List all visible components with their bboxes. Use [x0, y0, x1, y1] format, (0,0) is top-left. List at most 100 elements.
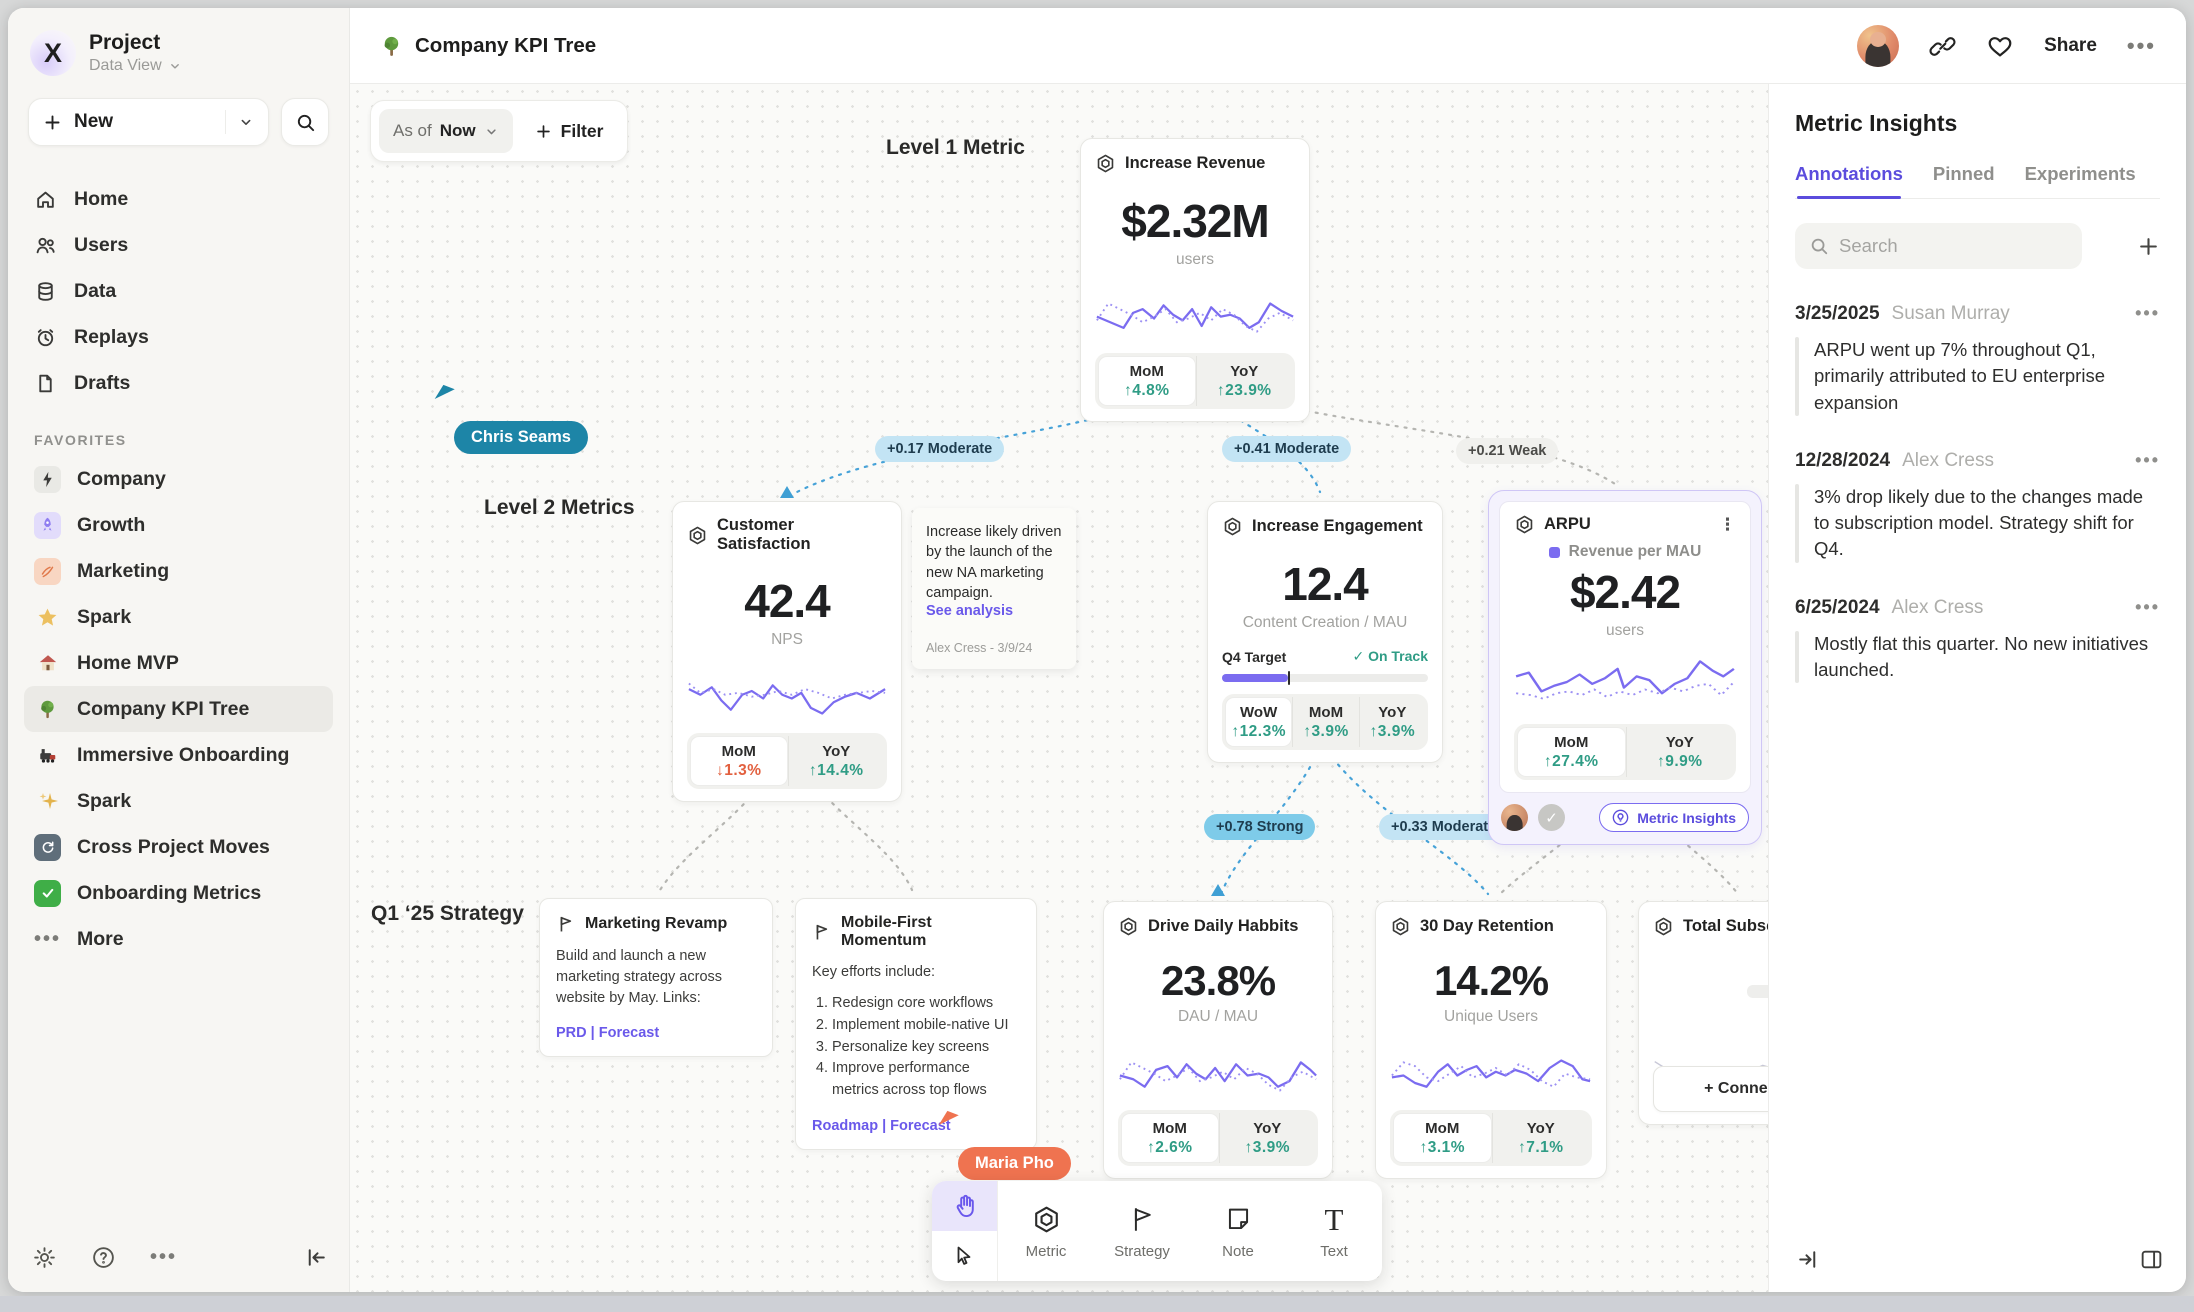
- metric-value: 23.8%: [1160, 957, 1276, 1004]
- sidebar-item-replays[interactable]: Replays: [24, 314, 333, 360]
- favorite-item-spark[interactable]: Spark: [24, 594, 333, 640]
- filter-button[interactable]: Filter: [519, 121, 620, 142]
- connect-data-button[interactable]: + Connect: [1653, 1066, 1768, 1112]
- strategy-row-label: Q1 ‘25 Strategy: [371, 902, 524, 925]
- database-icon: [38, 281, 53, 301]
- quote-bar: [1795, 630, 1799, 684]
- target-label: Q4 Target: [1222, 648, 1287, 665]
- project-subtitle[interactable]: Data View: [89, 57, 182, 75]
- note-tool-button[interactable]: Note: [1190, 1181, 1286, 1281]
- favorite-item-growth[interactable]: Growth: [24, 502, 333, 548]
- user-avatar[interactable]: [1857, 25, 1900, 67]
- metric-hexagon-icon: [1516, 515, 1533, 534]
- quote-bar: [1795, 337, 1799, 416]
- sidebar-item-users[interactable]: Users: [24, 222, 333, 268]
- star-icon: [34, 604, 61, 631]
- annotation-menu-icon[interactable]: •••: [2135, 303, 2160, 323]
- annotation-item[interactable]: 6/25/2024 Alex Cress ••• Mostly flat thi…: [1795, 597, 2160, 684]
- favorite-item-home-mvp[interactable]: Home MVP: [24, 640, 333, 686]
- sidebar-item-data[interactable]: Data: [24, 268, 333, 314]
- favorite-item-company-kpi-tree[interactable]: Company KPI Tree: [24, 686, 333, 732]
- copy-link-icon[interactable]: [1929, 33, 1956, 60]
- annotation-menu-icon[interactable]: •••: [2135, 596, 2160, 617]
- kpi-canvas[interactable]: As of Now Filter Level 1 Metric Level 2 …: [350, 84, 1768, 1292]
- collaborator-cursor-maria: Maria Pho: [936, 1106, 1071, 1180]
- more-options-icon[interactable]: •••: [150, 1246, 178, 1268]
- plus-icon: [45, 115, 60, 129]
- filter-funnel-icon[interactable]: [2098, 235, 2121, 258]
- project-switcher[interactable]: X Project Data View: [24, 28, 333, 76]
- help-icon[interactable]: [91, 1245, 116, 1270]
- share-button[interactable]: Share: [2044, 35, 2097, 56]
- metric-value: 12.4: [1282, 558, 1369, 610]
- note-icon: [1228, 1208, 1248, 1229]
- house-icon: [34, 650, 61, 677]
- favorite-item-immersive-onboarding[interactable]: Immersive Onboarding: [24, 732, 333, 778]
- see-analysis-link[interactable]: See analysis: [926, 603, 1014, 620]
- rocket-icon: [34, 511, 61, 539]
- metric-insights-button[interactable]: Metric Insights: [1599, 803, 1749, 832]
- favorite-heart-icon[interactable]: [1986, 32, 2014, 60]
- annotation-menu-icon[interactable]: •••: [2135, 449, 2160, 470]
- annotation-note-card[interactable]: Increase likely driven by the launch of …: [912, 508, 1076, 670]
- sidebar-item-home[interactable]: Home: [24, 176, 333, 222]
- metric-card-increase-revenue[interactable]: Increase Revenue $2.32M users MoM ↑4.8% Y…: [1080, 138, 1310, 422]
- new-button[interactable]: New: [28, 98, 269, 146]
- as-of-dropdown[interactable]: As of Now: [379, 109, 513, 153]
- favorite-item-cross-project-moves[interactable]: Cross Project Moves: [24, 824, 333, 870]
- target-progress-bar: [1222, 671, 1428, 685]
- on-track-status: ✓ On Track: [1352, 648, 1428, 664]
- sparkline-chart: [1391, 1059, 1591, 1088]
- card-menu-icon[interactable]: ⋮: [1719, 514, 1736, 534]
- select-tool-button[interactable]: [932, 1231, 997, 1281]
- sidebar: X Project Data View New Home: [8, 8, 350, 1292]
- metric-card-total-subscriptions[interactable]: Total Subscriptions + Connect: [1638, 901, 1768, 1125]
- favorite-item-spark-2[interactable]: Spark: [24, 778, 333, 824]
- tab-experiments[interactable]: Experiments: [2024, 163, 2136, 184]
- favorite-item-company[interactable]: Company: [24, 456, 333, 502]
- tab-annotations[interactable]: Annotations: [1795, 163, 1903, 199]
- strategy-links[interactable]: Roadmap | Forecast: [812, 1117, 951, 1134]
- metric-hexagon-icon: [1120, 917, 1137, 936]
- sidebar-more[interactable]: ••• More: [24, 916, 333, 962]
- stat-mom: MoM ↓1.3%: [690, 736, 788, 786]
- search-icon: [297, 114, 314, 131]
- stat-wow: WoW ↑12.3%: [1225, 697, 1293, 747]
- settings-gear-icon[interactable]: [32, 1245, 57, 1270]
- metric-card-arpu-selected[interactable]: ARPU ⋮ Revenue per MAU $2.42 users MoM ↑2…: [1488, 490, 1762, 845]
- check-icon: [34, 879, 61, 907]
- annotation-item[interactable]: 12/28/2024 Alex Cress ••• 3% drop likely…: [1795, 450, 2160, 563]
- metric-stats: MoM ↑2.6% YoY ↑3.9%: [1118, 1110, 1318, 1166]
- favorite-item-marketing[interactable]: Marketing: [24, 548, 333, 594]
- strategy-tool-button[interactable]: Strategy: [1094, 1181, 1190, 1281]
- collapse-sidebar-icon[interactable]: [304, 1245, 329, 1270]
- more-menu-icon[interactable]: •••: [2126, 33, 2156, 58]
- strategy-card-mobile-first[interactable]: Mobile-First Momentum Key efforts includ…: [795, 898, 1037, 1150]
- edge-label: +0.41 Moderate: [1222, 436, 1352, 462]
- panel-layout-icon[interactable]: [2139, 1247, 2164, 1272]
- annotations-search[interactable]: [1795, 223, 2082, 269]
- collapse-panel-icon[interactable]: [1795, 1247, 1820, 1272]
- annotation-item[interactable]: 3/25/2025 Susan Murray ••• ARPU went up …: [1795, 303, 2160, 416]
- metric-tool-button[interactable]: Metric: [998, 1181, 1094, 1281]
- tab-pinned[interactable]: Pinned: [1932, 163, 1995, 184]
- strategy-card-marketing-revamp[interactable]: Marketing Revamp Build and launch a new …: [539, 898, 773, 1058]
- metric-card-drive-daily-habbits[interactable]: Drive Daily Habbits 23.8% DAU / MAU MoM ↑…: [1103, 901, 1333, 1179]
- stat-yoy: YoY ↑3.9%: [1358, 697, 1425, 747]
- metric-value: $2.42: [1569, 566, 1681, 618]
- favorite-item-onboarding-metrics[interactable]: Onboarding Metrics: [24, 870, 333, 916]
- metric-card-customer-satisfaction[interactable]: Customer Satisfaction 42.4 NPS MoM ↓1.3% …: [672, 501, 902, 802]
- strategy-links[interactable]: PRD | Forecast: [556, 1025, 660, 1042]
- add-annotation-icon[interactable]: [2137, 235, 2160, 258]
- search-button[interactable]: [281, 98, 329, 146]
- search-input[interactable]: [1839, 235, 2068, 257]
- chevron-down-icon[interactable]: [238, 114, 254, 130]
- pointer-arrow-icon: [957, 1246, 970, 1265]
- sidebar-item-drafts[interactable]: Drafts: [24, 360, 333, 406]
- tree-icon: [34, 696, 61, 723]
- text-tool-button[interactable]: T Text: [1320, 1201, 1348, 1261]
- hand-tool-button[interactable]: [932, 1181, 997, 1231]
- metric-card-increase-engagement[interactable]: Increase Engagement 12.4 Content Creatio…: [1207, 501, 1443, 763]
- train-icon: [34, 742, 61, 769]
- metric-card-30-day-retention[interactable]: 30 Day Retention 14.2% Unique Users MoM ↑…: [1375, 901, 1607, 1179]
